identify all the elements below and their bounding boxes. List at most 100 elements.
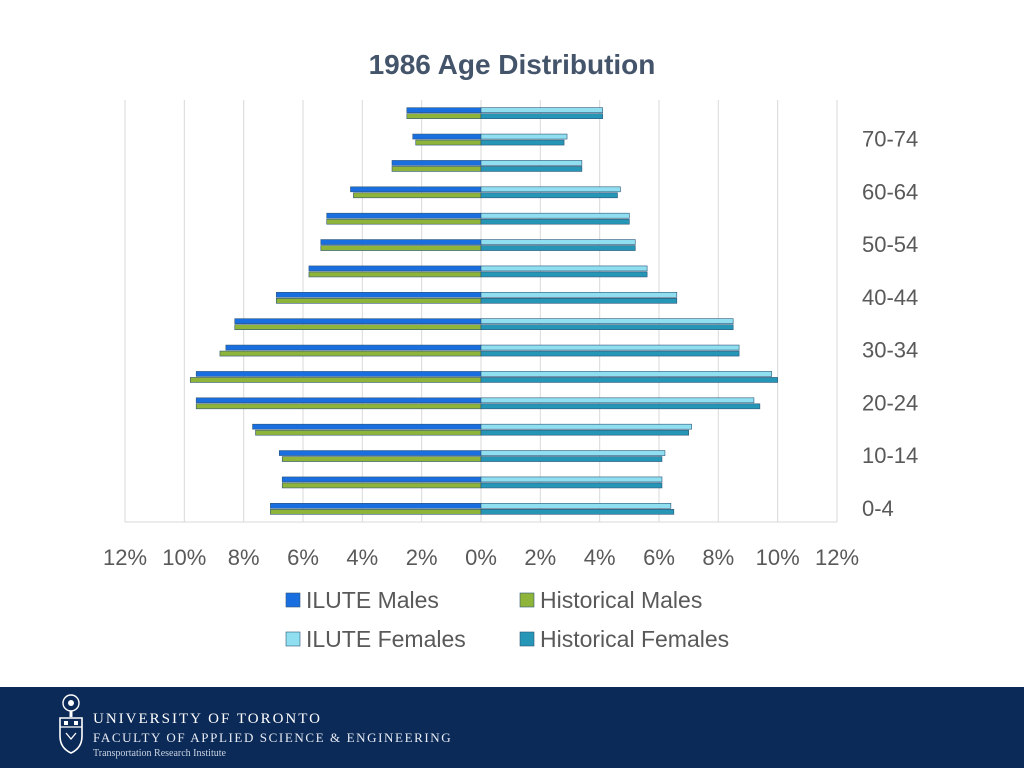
x-tick-label: 4% xyxy=(346,545,378,570)
bar-historical-males-35-39 xyxy=(234,324,482,330)
bar-historical-males-10-14 xyxy=(281,456,482,462)
bar-historical-males-55-59 xyxy=(326,218,482,225)
bar-ilute-males-25-29 xyxy=(195,371,482,377)
legend-label: Historical Females xyxy=(540,626,729,652)
bar-historical-males-75-79 xyxy=(406,113,482,119)
bar-historical-females-30-34 xyxy=(480,350,740,357)
bar-ilute-females-10-14 xyxy=(480,450,666,456)
bar-historical-males-70-74 xyxy=(415,139,482,146)
footer-banner: UNIVERSITY OF TORONTO FACULTY OF APPLIED… xyxy=(0,687,1024,768)
bar-ilute-males-10-14 xyxy=(278,450,482,456)
y-category-label: 30-34 xyxy=(862,338,918,363)
x-tick-label: 0% xyxy=(465,545,497,570)
bar-historical-males-15-19 xyxy=(255,429,482,436)
bar-ilute-females-25-29 xyxy=(480,371,773,377)
bar-historical-females-35-39 xyxy=(480,324,734,330)
x-tick-label: 12% xyxy=(103,545,147,570)
x-tick-label: 6% xyxy=(287,545,319,570)
legend-label: ILUTE Females xyxy=(306,626,466,652)
bar-historical-females-70-74 xyxy=(480,139,565,146)
x-tick-label: 6% xyxy=(643,545,675,570)
bar-ilute-males-15-19 xyxy=(252,423,482,430)
y-category-label: 60-64 xyxy=(862,179,918,204)
bar-ilute-females-0-4 xyxy=(480,503,672,509)
bar-historical-males-40-44 xyxy=(275,298,482,304)
bar-ilute-males-0-4 xyxy=(270,503,482,509)
bar-ilute-males-55-59 xyxy=(326,212,482,219)
bar-historical-females-15-19 xyxy=(480,429,689,436)
bar-historical-males-30-34 xyxy=(219,350,482,357)
x-tick-label: 8% xyxy=(228,545,260,570)
bar-ilute-females-40-44 xyxy=(480,292,678,298)
y-category-label: 70-74 xyxy=(862,127,918,152)
university-crest-icon xyxy=(59,694,83,754)
legend-swatch xyxy=(285,631,301,647)
bar-ilute-females-20-24 xyxy=(480,397,755,404)
bar-ilute-males-40-44 xyxy=(275,292,482,298)
age-pyramid-chart: 1986 Age Distribution 12% 10% 8% 6% 4% 2% 0% 2%… xyxy=(103,49,918,652)
y-category-label: 10-14 xyxy=(862,443,918,468)
bar-ilute-males-5-9 xyxy=(281,476,482,483)
bar-ilute-males-75-79 xyxy=(406,107,482,113)
bar-historical-males-50-54 xyxy=(320,245,482,251)
bar-ilute-males-70-74 xyxy=(412,133,482,140)
institute-name: Transportation Research Institute xyxy=(93,748,226,759)
x-tick-label: 12% xyxy=(815,545,859,570)
bar-historical-females-40-44 xyxy=(480,298,678,304)
bar-historical-females-60-64 xyxy=(480,192,618,199)
bar-ilute-females-30-34 xyxy=(480,344,740,351)
legend-label: Historical Males xyxy=(540,587,702,613)
bar-ilute-females-55-59 xyxy=(480,212,630,219)
bar-historical-males-5-9 xyxy=(281,482,482,489)
bar-ilute-males-50-54 xyxy=(320,239,482,245)
x-tick-label: 2% xyxy=(406,545,438,570)
faculty-name: FACULTY OF APPLIED SCIENCE & ENGINEERING xyxy=(93,730,453,745)
bar-historical-females-20-24 xyxy=(480,403,761,410)
bar-ilute-females-50-54 xyxy=(480,239,636,245)
bar-ilute-females-5-9 xyxy=(480,476,663,483)
bar-ilute-males-60-64 xyxy=(350,186,482,193)
x-tick-label: 2% xyxy=(524,545,556,570)
bar-historical-males-25-29 xyxy=(189,377,482,383)
bar-ilute-females-35-39 xyxy=(480,318,734,324)
bar-ilute-females-75-79 xyxy=(480,107,603,113)
bar-historical-females-65-69 xyxy=(480,166,583,172)
bar-historical-females-0-4 xyxy=(480,509,675,515)
legend-swatch xyxy=(519,631,535,647)
bar-ilute-males-45-49 xyxy=(308,265,482,272)
bar-historical-males-65-69 xyxy=(391,166,482,172)
bar-historical-females-50-54 xyxy=(480,245,636,251)
bar-historical-males-0-4 xyxy=(270,509,482,515)
bar-historical-females-55-59 xyxy=(480,218,630,225)
bar-ilute-females-45-49 xyxy=(480,265,648,272)
bar-historical-females-45-49 xyxy=(480,271,648,278)
bar-ilute-males-30-34 xyxy=(225,344,482,351)
y-category-label: 40-44 xyxy=(862,285,918,310)
x-tick-label: 10% xyxy=(162,545,206,570)
y-category-label: 0-4 xyxy=(862,496,894,521)
bar-historical-females-25-29 xyxy=(480,377,778,383)
bar-ilute-males-35-39 xyxy=(234,318,482,324)
x-tick-label: 10% xyxy=(756,545,800,570)
x-tick-label: 8% xyxy=(702,545,734,570)
chart-title: 1986 Age Distribution xyxy=(369,49,656,80)
university-name: UNIVERSITY OF TORONTO xyxy=(93,711,322,727)
legend-swatch xyxy=(519,592,535,608)
bar-historical-females-75-79 xyxy=(480,113,603,119)
x-tick-label: 4% xyxy=(584,545,616,570)
bar-historical-females-5-9 xyxy=(480,482,663,489)
bar-historical-males-60-64 xyxy=(353,192,482,199)
y-category-label: 50-54 xyxy=(862,232,918,257)
bar-ilute-males-20-24 xyxy=(195,397,482,404)
bar-historical-males-45-49 xyxy=(308,271,482,278)
bar-ilute-females-60-64 xyxy=(480,186,621,193)
bar-historical-males-20-24 xyxy=(195,403,482,410)
bar-ilute-females-65-69 xyxy=(480,160,583,166)
legend-label: ILUTE Males xyxy=(306,587,439,613)
bar-ilute-females-70-74 xyxy=(480,133,568,140)
legend-swatch xyxy=(285,592,301,608)
y-category-label: 20-24 xyxy=(862,390,918,415)
bar-ilute-females-15-19 xyxy=(480,423,692,430)
bar-ilute-males-65-69 xyxy=(391,160,482,166)
bar-historical-females-10-14 xyxy=(480,456,663,462)
